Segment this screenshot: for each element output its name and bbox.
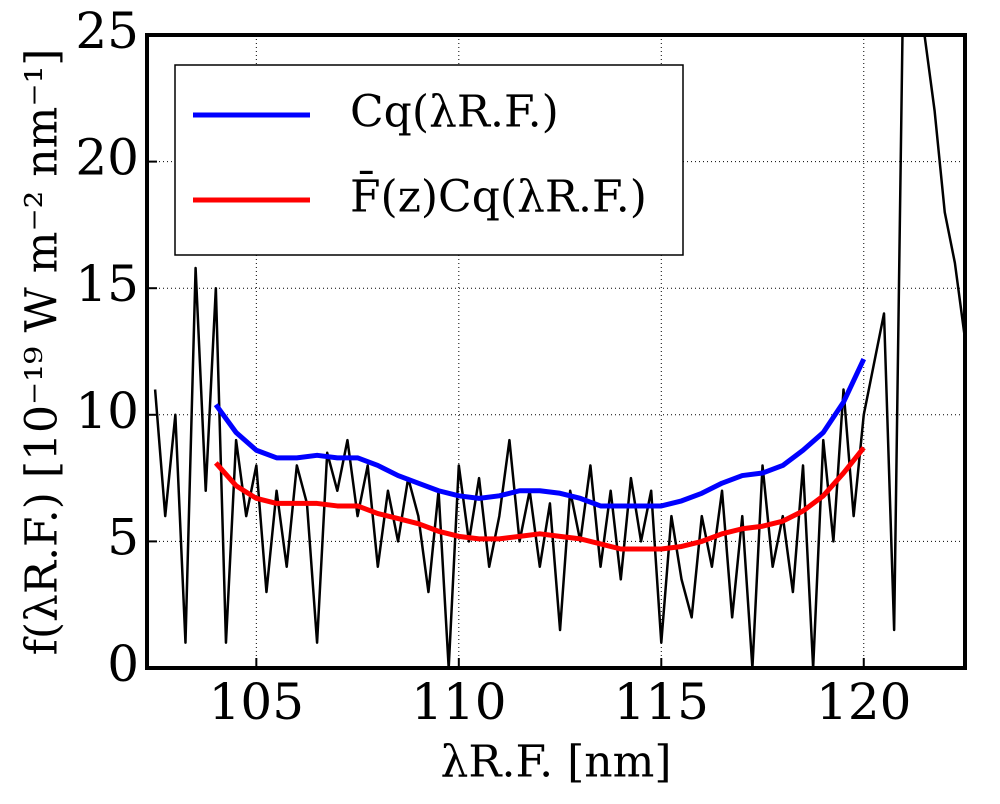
y-tick-label: 25 bbox=[75, 2, 139, 60]
x-tick-label: 110 bbox=[411, 673, 506, 731]
series-line bbox=[153, 35, 965, 668]
y-tick-label: 0 bbox=[107, 635, 139, 693]
x-tick-label: 120 bbox=[816, 673, 911, 731]
y-axis-label: f(λR.F.) [10⁻¹⁹ W m⁻² nm⁻¹] bbox=[17, 49, 68, 656]
x-axis-label: λR.F. [nm] bbox=[440, 737, 671, 788]
y-tick-label: 20 bbox=[75, 129, 139, 187]
y-tick-label: 5 bbox=[107, 508, 139, 566]
y-tick-label: 15 bbox=[75, 255, 139, 313]
plot-frame bbox=[145, 33, 967, 670]
legend-label: Cq(λR.F.) bbox=[350, 87, 559, 138]
x-tick-label: 105 bbox=[209, 673, 304, 731]
series-line bbox=[213, 358, 867, 509]
y-tick-label: 10 bbox=[75, 382, 139, 440]
legend-box bbox=[174, 64, 684, 256]
series-line bbox=[213, 446, 866, 552]
x-tick-label: 115 bbox=[614, 673, 709, 731]
legend-label: F̄(z)Cq(λR.F.) bbox=[350, 169, 647, 222]
